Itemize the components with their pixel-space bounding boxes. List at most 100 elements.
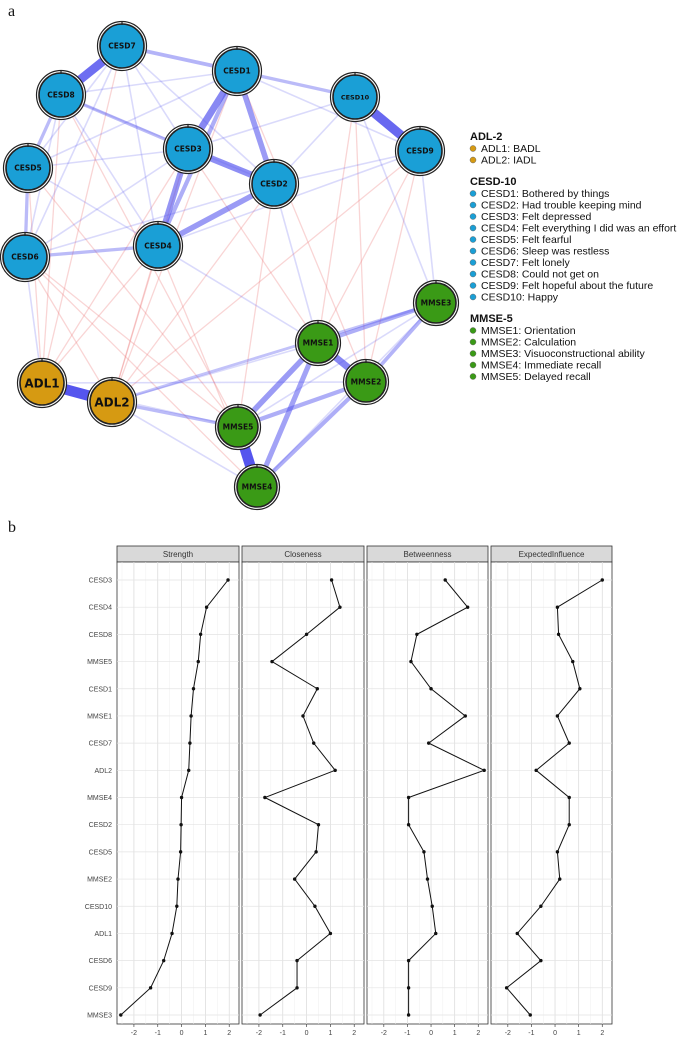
facet-panel (366, 561, 489, 1025)
node-label-adl2: ADL2 (94, 395, 129, 409)
point-closeness-cesd1 (315, 687, 319, 691)
edge-mmse2-mmse4 (255, 380, 368, 489)
positive-edge-mmse3-mmse5 (237, 302, 437, 428)
point-closeness-mmse3 (258, 1013, 262, 1017)
facet-panel (116, 561, 240, 1025)
x-tick-label: 0 (429, 1030, 433, 1037)
point-closeness-cesd4 (338, 605, 342, 609)
legend-dot (469, 350, 477, 357)
y-tick-label-adl2: ADL2 (94, 768, 112, 775)
point-expectedinfluence-mmse4 (567, 795, 571, 800)
network-nodes: CESD7 CESD1 CESD8 CESD10 CESD3 CESD9 CESD5 CESD… (0, 20, 460, 511)
node-mmse5: MMSE5 (214, 403, 262, 451)
legend-dot (469, 156, 477, 164)
positive-edge-cesd5-cesd1 (27, 70, 238, 169)
point-betweenness-cesd4 (465, 605, 470, 609)
facet-strip-label: Closeness (284, 550, 321, 559)
point-expectedinfluence-cesd5 (555, 850, 560, 854)
x-tick-label: 1 (577, 1030, 581, 1037)
point-closeness-cesd7 (312, 741, 316, 745)
node-label-adl1: ADL1 (24, 376, 59, 390)
node-label-mmse2: MMSE2 (351, 378, 382, 387)
y-tick-label-cesd8: CESD8 (89, 632, 112, 639)
facet-panel (241, 561, 365, 1025)
legend-item: CESD4: Felt everything I did was an effo… (481, 223, 676, 235)
x-tick-label: 2 (227, 1030, 231, 1037)
gridlines (367, 562, 488, 1024)
negative-edge-cesd6-adl2 (24, 256, 113, 403)
gridlines (491, 562, 612, 1024)
x-tick-label: 2 (600, 1030, 604, 1037)
point-betweenness-cesd8 (415, 632, 419, 637)
point-betweenness-mmse1 (463, 714, 467, 718)
legend-dot (469, 201, 477, 209)
point-strength-mmse4 (179, 795, 184, 800)
point-expectedinfluence-cesd1 (578, 687, 582, 691)
point-closeness-cesd3 (329, 578, 334, 582)
negative-edge-cesd3-mmse1 (187, 148, 319, 344)
point-betweenness-adl2 (482, 768, 486, 773)
x-tick-label: 0 (180, 1030, 184, 1037)
point-closeness-cesd5 (314, 850, 318, 854)
node-adl2: ADL2 (86, 376, 138, 428)
point-strength-cesd4 (204, 605, 209, 609)
node-label-cesd3: CESD3 (174, 145, 201, 154)
positive-edge-cesd7-cesd4 (121, 45, 159, 247)
x-tick-label: -2 (131, 1030, 137, 1037)
legend-item: ADL2: IADL (481, 155, 537, 167)
x-tick-label: 2 (352, 1030, 356, 1037)
x-tick-label: 1 (328, 1030, 332, 1037)
node-label-mmse4: MMSE4 (242, 483, 273, 492)
node-cesd2: CESD2 (248, 158, 300, 210)
point-expectedinfluence-cesd7 (567, 741, 571, 745)
point-betweenness-cesd5 (422, 850, 426, 854)
positive-edge-adl2-mmse4 (111, 401, 258, 488)
node-label-cesd7: CESD7 (108, 42, 135, 51)
point-strength-mmse1 (189, 714, 193, 718)
legend-dot (469, 327, 477, 334)
point-betweenness-cesd6 (406, 958, 411, 963)
x-tick-label: 1 (203, 1030, 207, 1037)
point-betweenness-cesd7 (426, 741, 431, 745)
node-label-mmse5: MMSE5 (223, 423, 254, 432)
point-closeness-mmse4 (263, 795, 267, 800)
negative-edge-cesd9-mmse1 (317, 150, 421, 344)
point-strength-cesd7 (188, 741, 192, 745)
legend-item: CESD2: Had trouble keeping mind (481, 200, 642, 212)
legend-dot (469, 338, 477, 346)
legend-item: CESD1: Bothered by things (481, 188, 609, 200)
legend-dot (469, 213, 477, 220)
negative-edge-cesd10-mmse1 (317, 96, 356, 344)
point-strength-cesd10 (175, 904, 179, 908)
point-strength-mmse3 (119, 1013, 123, 1017)
point-strength-adl1 (170, 931, 174, 936)
x-tick-label: -1 (280, 1030, 286, 1037)
point-strength-adl2 (187, 768, 191, 773)
point-expectedinfluence-cesd4 (555, 605, 560, 609)
node-mmse1: MMSE1 (294, 319, 342, 367)
point-betweenness-cesd10 (430, 904, 434, 908)
point-expectedinfluence-adl2 (534, 768, 538, 773)
legend-item: CESD10: Happy (481, 292, 559, 304)
point-strength-cesd1 (191, 687, 196, 691)
positive-edge-cesd4-mmse1 (157, 245, 319, 344)
x-tick-label: 0 (553, 1030, 557, 1037)
positive-edge-cesd6-cesd2 (24, 183, 275, 258)
point-strength-cesd9 (148, 986, 153, 990)
node-label-mmse3: MMSE3 (421, 299, 452, 308)
negative-edge-cesd3-adl1 (41, 148, 189, 384)
point-closeness-adl1 (328, 931, 333, 936)
node-label-mmse1: MMSE1 (303, 339, 334, 348)
point-strength-mmse2 (176, 877, 180, 881)
point-expectedinfluence-cesd2 (567, 822, 571, 827)
node-cesd10: CESD10 (329, 71, 381, 123)
legend-item: CESD8: Could not get on (481, 269, 599, 281)
node-label-cesd8: CESD8 (47, 91, 74, 100)
y-tick-label-cesd5: CESD5 (89, 849, 112, 856)
point-betweenness-cesd2 (406, 822, 411, 827)
negative-edge-cesd1-mmse2 (236, 70, 367, 383)
negative-edge-cesd6-mmse4 (24, 256, 258, 488)
legend-item: CESD7: Felt lonely (481, 257, 570, 269)
